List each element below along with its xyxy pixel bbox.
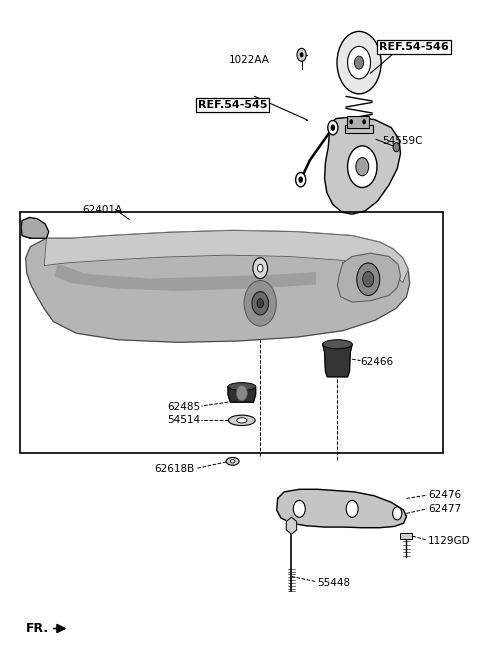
Circle shape xyxy=(393,142,399,152)
Circle shape xyxy=(346,501,358,518)
Circle shape xyxy=(348,146,377,188)
Text: 62401A: 62401A xyxy=(82,205,122,215)
Ellipse shape xyxy=(230,460,235,463)
Text: 62476: 62476 xyxy=(428,490,461,500)
Circle shape xyxy=(236,385,247,401)
Text: 55448: 55448 xyxy=(318,578,351,588)
Polygon shape xyxy=(323,344,352,377)
Text: 54559C: 54559C xyxy=(382,136,422,146)
Text: 62471: 62471 xyxy=(324,292,358,302)
Circle shape xyxy=(356,157,369,176)
Ellipse shape xyxy=(228,382,256,390)
Ellipse shape xyxy=(226,457,239,465)
Circle shape xyxy=(296,173,306,187)
Bar xyxy=(347,116,369,128)
Polygon shape xyxy=(44,230,408,283)
Ellipse shape xyxy=(237,418,247,423)
Circle shape xyxy=(363,272,374,287)
Polygon shape xyxy=(337,253,400,302)
Text: FR.: FR. xyxy=(26,622,49,635)
Polygon shape xyxy=(286,518,297,534)
Ellipse shape xyxy=(323,340,352,349)
Text: 62618B: 62618B xyxy=(155,464,195,474)
Circle shape xyxy=(300,52,303,58)
Polygon shape xyxy=(324,117,400,214)
Circle shape xyxy=(349,119,353,125)
Circle shape xyxy=(337,31,381,94)
Circle shape xyxy=(354,56,364,69)
Text: 1022AA: 1022AA xyxy=(228,55,269,65)
Circle shape xyxy=(244,281,276,326)
Circle shape xyxy=(257,264,263,272)
Polygon shape xyxy=(26,230,409,342)
Ellipse shape xyxy=(228,415,255,426)
Circle shape xyxy=(393,507,402,520)
Circle shape xyxy=(357,263,380,295)
Circle shape xyxy=(362,119,366,125)
Circle shape xyxy=(257,298,264,308)
Bar xyxy=(20,213,443,453)
Polygon shape xyxy=(277,489,407,527)
Text: 1129GD: 1129GD xyxy=(428,537,471,546)
Circle shape xyxy=(299,176,303,183)
Text: REF.54-545: REF.54-545 xyxy=(198,100,267,110)
Bar xyxy=(400,533,412,539)
Polygon shape xyxy=(228,386,256,402)
Polygon shape xyxy=(21,217,49,238)
Circle shape xyxy=(253,258,267,279)
Circle shape xyxy=(297,49,306,61)
Circle shape xyxy=(252,291,268,315)
Circle shape xyxy=(293,501,305,518)
Bar xyxy=(345,125,373,133)
Text: 62485: 62485 xyxy=(168,402,201,413)
Polygon shape xyxy=(56,264,315,290)
Circle shape xyxy=(328,121,338,135)
Text: 54514: 54514 xyxy=(168,415,201,425)
Text: 62477: 62477 xyxy=(428,504,461,514)
Text: 62466: 62466 xyxy=(360,357,394,367)
Circle shape xyxy=(348,47,371,79)
Circle shape xyxy=(331,125,335,131)
Text: REF.54-546: REF.54-546 xyxy=(379,42,449,52)
